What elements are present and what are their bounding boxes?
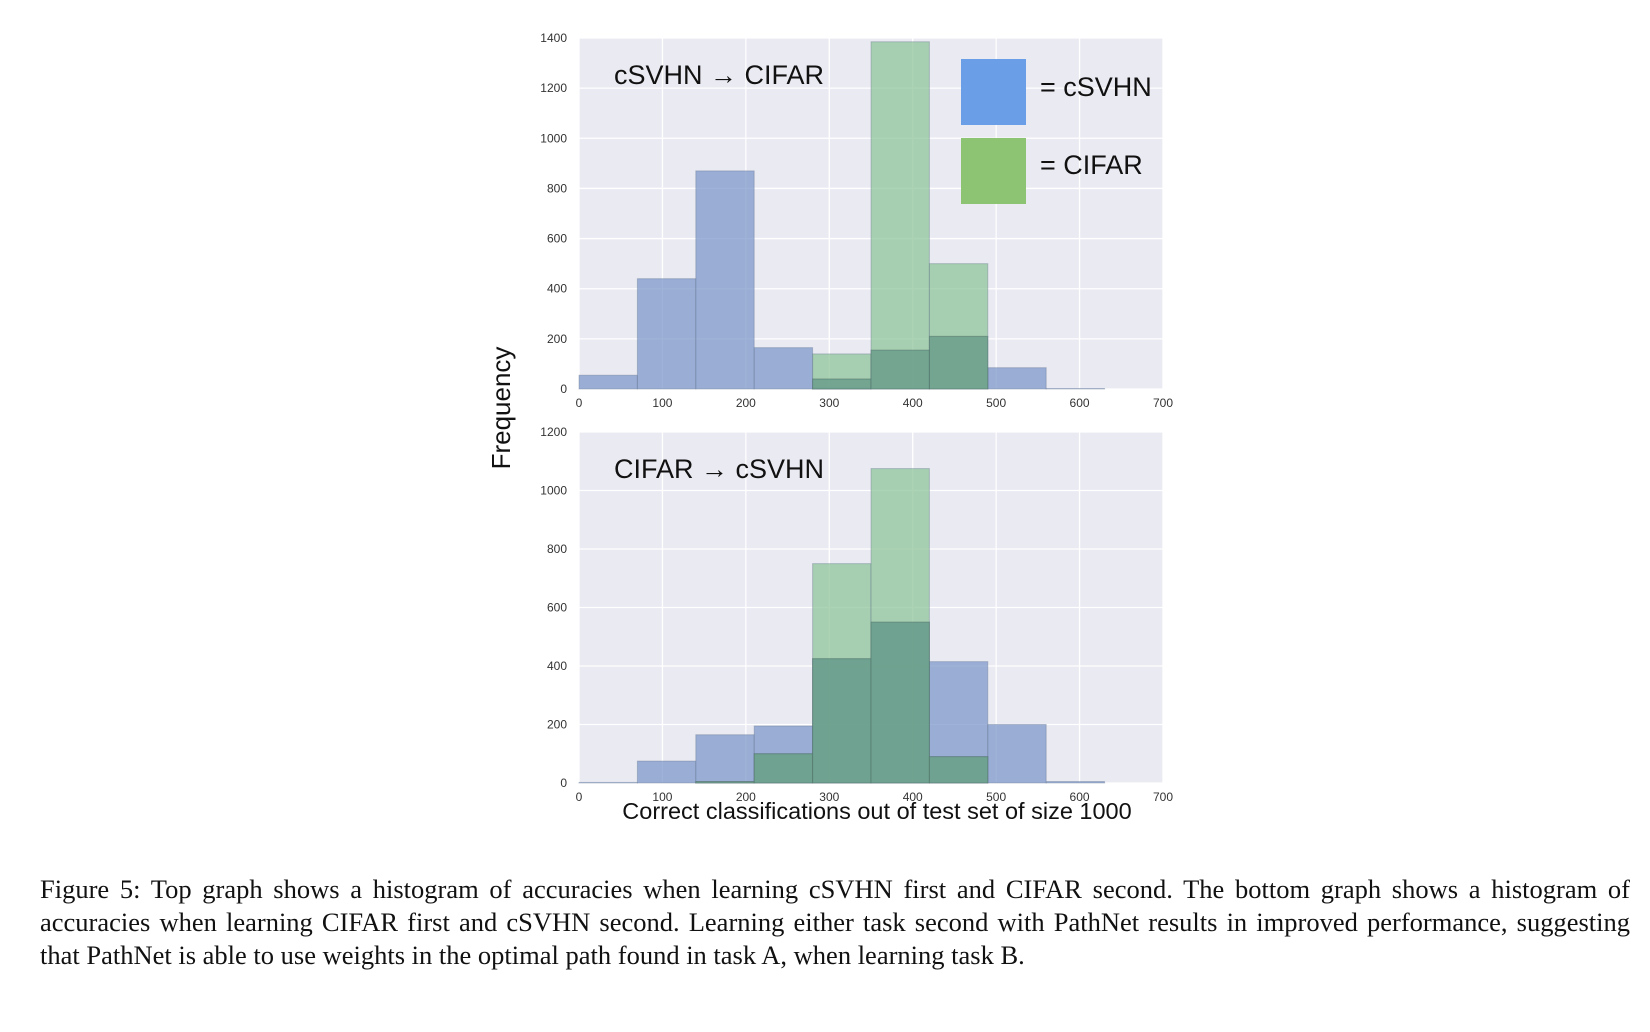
figure-caption: Figure 5: Top graph shows a histogram of…: [40, 874, 1630, 970]
top-x-tick-label: 300: [819, 396, 839, 410]
bottom-y-tick-label: 1000: [540, 484, 567, 498]
chart-bottom-cifar-to-csvhn: 0 100 200 300 400 500 600 700 0 200 400 600 800 1000 1…: [540, 425, 1173, 804]
y-axis-label: Frequency: [486, 347, 516, 470]
bottom-bar-overlap: [870, 621, 930, 784]
top-y-tick-label: 0: [560, 382, 567, 396]
top-bar-csvhn: [695, 170, 755, 390]
top-x-tick-label: 600: [1070, 396, 1090, 410]
bottom-x-tick-label: 100: [652, 790, 672, 804]
top-bar-csvhn: [987, 367, 1047, 390]
bottom-bar-csvhn: [578, 781, 638, 784]
bottom-y-tick-label: 1200: [540, 425, 567, 439]
bottom-bar-overlap: [812, 658, 872, 784]
bottom-x-tick-label: 600: [1070, 790, 1090, 804]
bottom-bar-overlap: [928, 756, 989, 784]
top-y-tick-label: 1000: [540, 131, 567, 145]
bottom-y-tick-label: 200: [547, 718, 567, 732]
top-x-tick-label: 200: [736, 396, 756, 410]
bottom-y-tick-label: 800: [547, 542, 567, 556]
x-axis-label: Correct classifications out of test set …: [622, 798, 1131, 824]
top-bar-csvhn: [578, 374, 638, 390]
bottom-x-tick-label: 400: [903, 790, 923, 804]
top-x-tick-label: 500: [986, 396, 1006, 410]
top-y-tick-label: 800: [547, 181, 567, 195]
bottom-y-tick-label: 400: [547, 659, 567, 673]
bottom-y-tick-label: 600: [547, 601, 567, 615]
top-x-tick-label: 100: [652, 396, 672, 410]
top-chart-title: cSVHN → CIFAR: [614, 60, 824, 90]
top-bar-overlap: [812, 378, 872, 390]
top-bar-overlap: [870, 349, 930, 390]
bottom-bar-overlap: [695, 781, 755, 784]
bottom-y-tick-label: 0: [560, 776, 567, 790]
top-x-tick-label: 400: [903, 396, 923, 410]
bottom-bar-csvhn: [636, 760, 697, 784]
top-y-tick-label: 600: [547, 232, 567, 246]
top-y-tick-label: 1200: [540, 81, 567, 95]
bottom-bar-overlap: [753, 753, 814, 784]
top-y-tick-label: 400: [547, 282, 567, 296]
bottom-x-tick-label: 300: [819, 790, 839, 804]
legend-swatch-csvhn: [961, 59, 1026, 125]
bottom-bar-csvhn: [1045, 781, 1106, 784]
top-bar-csvhn: [753, 347, 814, 390]
bottom-bar-csvhn: [695, 734, 755, 784]
top-y-tick-label: 1400: [540, 31, 567, 45]
top-y-tick-label: 200: [547, 332, 567, 346]
legend: = cSVHN = CIFAR: [961, 59, 1152, 204]
legend-label-csvhn: = cSVHN: [1040, 72, 1152, 102]
bottom-x-tick-label: 700: [1153, 790, 1173, 804]
top-bar-csvhn: [1045, 387, 1106, 390]
bottom-x-tick-label: 200: [736, 790, 756, 804]
top-bar-overlap: [928, 335, 989, 390]
bottom-x-tick-label: 0: [576, 790, 583, 804]
legend-label-cifar: = CIFAR: [1040, 150, 1143, 180]
top-x-tick-label: 0: [576, 396, 583, 410]
top-bar-csvhn: [636, 278, 697, 390]
bottom-bar-csvhn: [987, 724, 1047, 784]
bottom-chart-title: CIFAR → cSVHN: [614, 454, 824, 484]
top-bar-cifar: [870, 41, 930, 390]
legend-swatch-cifar: [961, 138, 1026, 204]
bottom-x-tick-label: 500: [986, 790, 1006, 804]
chart-top-csvhn-to-cifar: 0 100 200 300 400 500 600 700 0 200 400 600 800 1000 1…: [540, 31, 1173, 410]
top-x-tick-label: 700: [1153, 396, 1173, 410]
